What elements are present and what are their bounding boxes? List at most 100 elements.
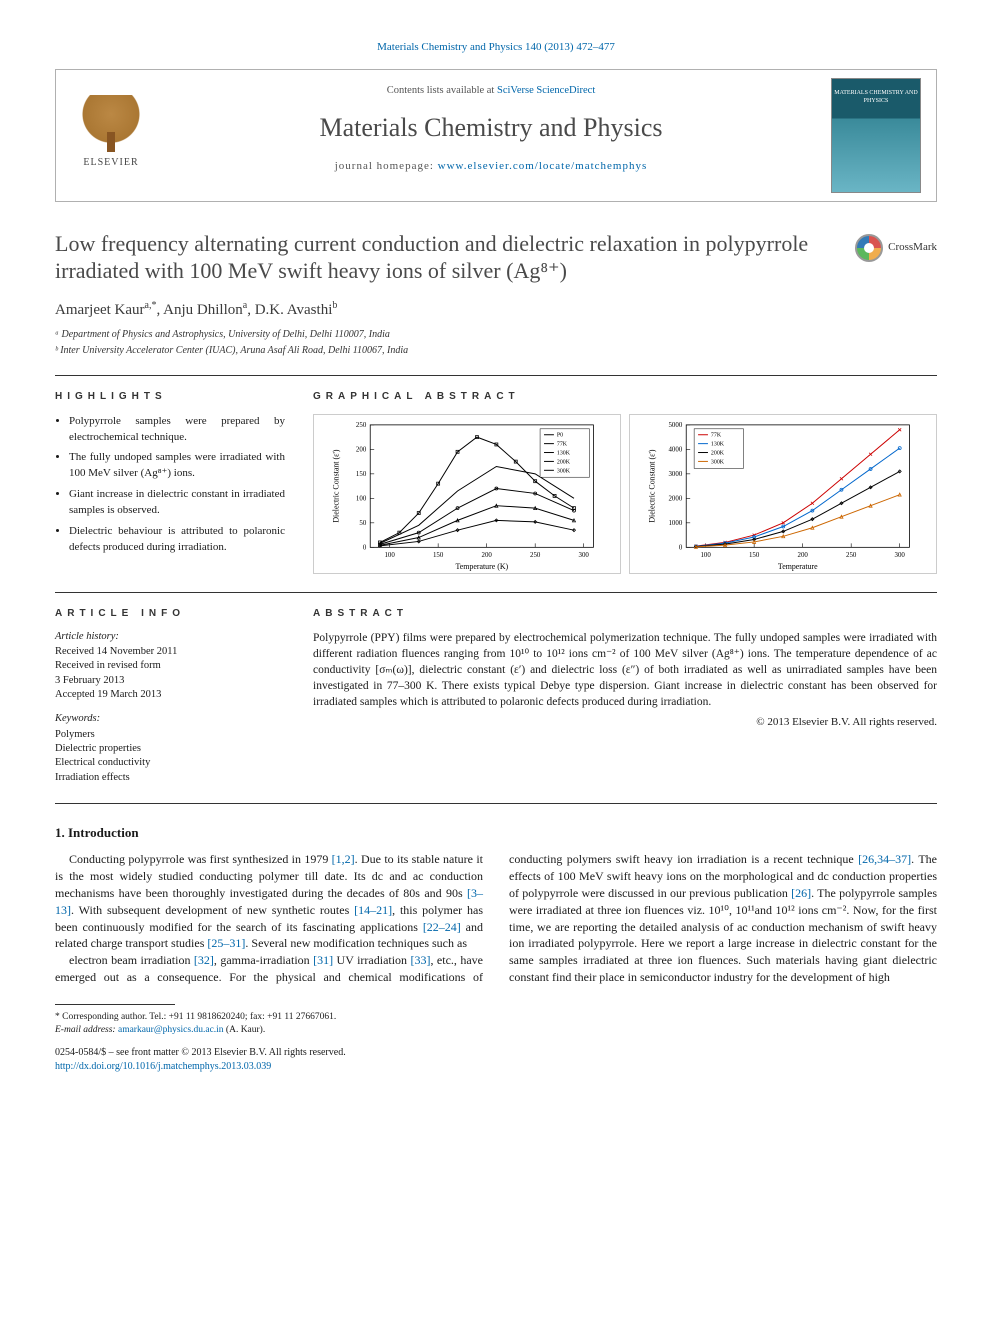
svg-text:300: 300 bbox=[579, 552, 590, 559]
publisher-logo-cell: ELSEVIER bbox=[56, 70, 166, 201]
intro-heading: 1. Introduction bbox=[55, 824, 937, 842]
highlight-item: Dielectric behaviour is attributed to po… bbox=[69, 524, 285, 556]
keywords-list: PolymersDielectric propertiesElectrical … bbox=[55, 728, 285, 785]
svg-text:50: 50 bbox=[359, 519, 366, 526]
header-center: Contents lists available at SciVerse Sci… bbox=[166, 70, 816, 201]
crossmark-label: CrossMark bbox=[888, 240, 937, 255]
highlight-item: Polypyrrole samples were prepared by ele… bbox=[69, 414, 285, 446]
svg-text:250: 250 bbox=[356, 421, 367, 428]
copyright: © 2013 Elsevier B.V. All rights reserved… bbox=[313, 715, 937, 730]
contents-prefix: Contents lists available at bbox=[387, 85, 497, 96]
top-citation: Materials Chemistry and Physics 140 (201… bbox=[55, 40, 937, 55]
journal-homepage: journal homepage: www.elsevier.com/locat… bbox=[176, 159, 806, 174]
homepage-url[interactable]: www.elsevier.com/locate/matchemphys bbox=[438, 160, 648, 172]
footnote-divider bbox=[55, 1004, 175, 1005]
issn-line: 0254-0584/$ – see front matter © 2013 El… bbox=[55, 1046, 346, 1060]
svg-text:100: 100 bbox=[700, 552, 711, 559]
svg-text:200K: 200K bbox=[557, 459, 571, 465]
svg-text:300K: 300K bbox=[557, 468, 571, 474]
journal-header: ELSEVIER Contents lists available at Sci… bbox=[55, 69, 937, 202]
footer-meta: 0254-0584/$ – see front matter © 2013 El… bbox=[55, 1046, 346, 1073]
svg-text:Dielectric Constant (ε'): Dielectric Constant (ε') bbox=[648, 449, 657, 522]
svg-text:150: 150 bbox=[433, 552, 444, 559]
highlights-head: HIGHLIGHTS bbox=[55, 390, 285, 404]
keyword: Irradiation effects bbox=[55, 771, 285, 785]
svg-text:5000: 5000 bbox=[668, 421, 682, 428]
svg-text:150: 150 bbox=[356, 470, 367, 477]
cover-cell: MATERIALS CHEMISTRY AND PHYSICS bbox=[816, 70, 936, 201]
svg-text:1000: 1000 bbox=[668, 519, 682, 526]
divider bbox=[55, 592, 937, 593]
intro-body: Conducting polypyrrole was first synthes… bbox=[55, 851, 937, 985]
doi-link[interactable]: http://dx.doi.org/10.1016/j.matchemphys.… bbox=[55, 1060, 346, 1074]
svg-text:Temperature (K): Temperature (K) bbox=[455, 562, 508, 571]
svg-text:200: 200 bbox=[797, 552, 808, 559]
email-line: E-mail address: amarkaur@physics.du.ac.i… bbox=[55, 1024, 937, 1037]
ga-chart-2: 100150200250300010002000300040005000Temp… bbox=[629, 414, 937, 574]
svg-text:Temperature: Temperature bbox=[778, 562, 818, 571]
email-name: (A. Kaur). bbox=[224, 1025, 266, 1035]
highlight-item: Giant increase in dielectric constant in… bbox=[69, 487, 285, 519]
corresponding-footnote: * Corresponding author. Tel.: +91 11 981… bbox=[55, 1011, 937, 1037]
svg-text:0: 0 bbox=[363, 544, 367, 551]
svg-text:100: 100 bbox=[384, 552, 395, 559]
history-line: Received in revised form bbox=[55, 659, 285, 673]
crossmark-icon bbox=[855, 234, 883, 262]
svg-text:2000: 2000 bbox=[668, 495, 682, 502]
abstract-head: ABSTRACT bbox=[313, 607, 937, 621]
history-lines: Received 14 November 2011Received in rev… bbox=[55, 645, 285, 702]
affiliation: ᵃ Department of Physics and Astrophysics… bbox=[55, 328, 937, 342]
affiliations: ᵃ Department of Physics and Astrophysics… bbox=[55, 328, 937, 357]
svg-text:200: 200 bbox=[481, 552, 492, 559]
divider bbox=[55, 803, 937, 804]
intro-paragraph-1: Conducting polypyrrole was first synthes… bbox=[55, 851, 483, 952]
homepage-prefix: journal homepage: bbox=[335, 160, 438, 172]
keyword: Electrical conductivity bbox=[55, 756, 285, 770]
svg-text:130K: 130K bbox=[711, 441, 725, 447]
svg-text:P0: P0 bbox=[557, 432, 563, 438]
svg-text:150: 150 bbox=[749, 552, 760, 559]
svg-text:100: 100 bbox=[356, 495, 367, 502]
contents-available: Contents lists available at SciVerse Sci… bbox=[176, 84, 806, 98]
svg-text:0: 0 bbox=[679, 544, 683, 551]
email-label: E-mail address: bbox=[55, 1025, 118, 1035]
svg-text:300K: 300K bbox=[711, 459, 725, 465]
keywords-head: Keywords: bbox=[55, 712, 285, 726]
highlights-list: Polypyrrole samples were prepared by ele… bbox=[55, 414, 285, 557]
svg-text:Dielectric Constant (ε'): Dielectric Constant (ε') bbox=[332, 449, 341, 522]
keyword: Polymers bbox=[55, 728, 285, 742]
svg-text:77K: 77K bbox=[557, 441, 568, 447]
divider bbox=[55, 375, 937, 376]
graphical-abstract-head: GRAPHICAL ABSTRACT bbox=[313, 390, 937, 404]
history-head: Article history: bbox=[55, 630, 285, 644]
email-link[interactable]: amarkaur@physics.du.ac.in bbox=[118, 1025, 224, 1035]
svg-text:250: 250 bbox=[846, 552, 857, 559]
abstract-text: Polypyrrole (PPY) films were prepared by… bbox=[313, 630, 937, 710]
elsevier-label: ELSEVIER bbox=[76, 156, 146, 170]
graphical-abstract-charts: 100150200250300050100150200250Temperatur… bbox=[313, 414, 937, 574]
journal-name: Materials Chemistry and Physics bbox=[176, 110, 806, 145]
history-line: Accepted 19 March 2013 bbox=[55, 688, 285, 702]
elsevier-tree-icon bbox=[81, 95, 141, 150]
authors: Amarjeet Kaura,*, Anju Dhillona, D.K. Av… bbox=[55, 299, 937, 320]
elsevier-logo: ELSEVIER bbox=[76, 95, 146, 175]
svg-text:3000: 3000 bbox=[668, 470, 682, 477]
svg-text:200K: 200K bbox=[711, 450, 725, 456]
svg-text:4000: 4000 bbox=[668, 446, 682, 453]
article-title: Low frequency alternating current conduc… bbox=[55, 230, 835, 285]
svg-text:250: 250 bbox=[530, 552, 541, 559]
affiliation: ᵇ Inter University Accelerator Center (I… bbox=[55, 344, 937, 358]
highlight-item: The fully undoped samples were irradiate… bbox=[69, 450, 285, 482]
corr-author-line: * Corresponding author. Tel.: +91 11 981… bbox=[55, 1011, 937, 1024]
journal-cover-thumb: MATERIALS CHEMISTRY AND PHYSICS bbox=[831, 78, 921, 193]
history-line: 3 February 2013 bbox=[55, 674, 285, 688]
article-info-head: ARTICLE INFO bbox=[55, 607, 285, 621]
history-line: Received 14 November 2011 bbox=[55, 645, 285, 659]
ga-chart-1: 100 150 200 250 300 0 50 100 150 200 250 Temperatur… bbox=[313, 414, 621, 574]
svg-text:200: 200 bbox=[356, 446, 367, 453]
sciencedirect-link[interactable]: SciVerse ScienceDirect bbox=[497, 85, 595, 96]
crossmark-widget[interactable]: CrossMark bbox=[855, 234, 937, 262]
keyword: Dielectric properties bbox=[55, 742, 285, 756]
svg-text:77K: 77K bbox=[711, 432, 722, 438]
svg-text:300: 300 bbox=[895, 552, 906, 559]
